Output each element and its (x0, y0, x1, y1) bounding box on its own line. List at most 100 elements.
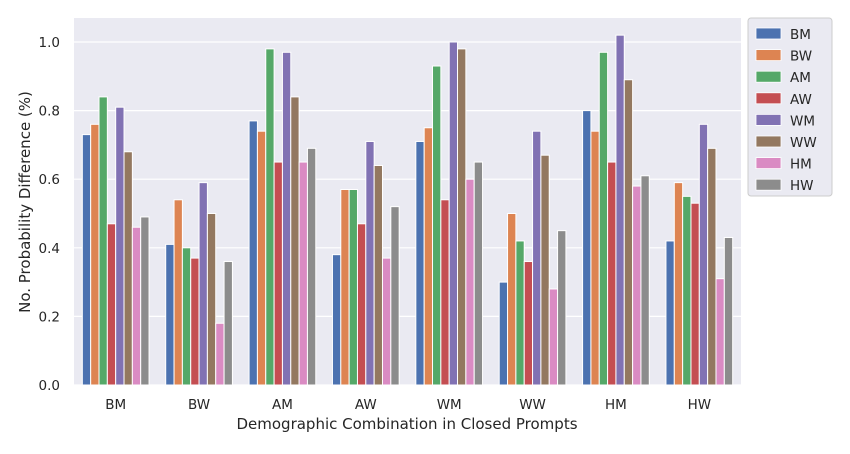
legend-swatch-hw (755, 178, 782, 191)
bar-hw-wm (698, 123, 709, 386)
bar-aw-bm (331, 254, 342, 386)
bar-am-hm (298, 161, 308, 386)
x-tick-label: HM (605, 397, 627, 413)
bar-bw-bm (165, 243, 175, 386)
bar-hw-bw (673, 182, 684, 386)
bar-am-bw (256, 130, 267, 386)
x-tick-label: WW (519, 397, 546, 413)
legend-swatch-ww (755, 135, 782, 148)
bar-bw-bw (173, 199, 183, 386)
bar-ww-am (515, 240, 525, 386)
bar-hw-am (682, 195, 692, 386)
bar-am-hw (306, 147, 317, 386)
y-tick-label: 0.6 (39, 172, 60, 188)
y-tick-labels: 0.0 0.2 0.4 0.6 0.8 1.0 (39, 35, 60, 394)
x-axis-label: Demographic Combination in Closed Prompt… (236, 415, 577, 433)
bar-aw-am (348, 188, 358, 386)
bar-wm-hm (465, 178, 475, 386)
bar-aw-ww (373, 164, 383, 386)
bar-wm-wm (448, 41, 459, 386)
legend-label: AW (790, 92, 812, 108)
bar-bw-wm (198, 182, 208, 386)
legend-label: BW (790, 49, 812, 65)
bar-bm-bm (81, 134, 92, 386)
y-tick-label: 0.2 (39, 309, 60, 325)
bar-aw-hw (390, 206, 400, 386)
bar-wm-aw (440, 199, 450, 386)
bar-am-wm (281, 51, 292, 386)
bar-hm-hm (632, 185, 642, 386)
bar-ww-aw (523, 261, 534, 386)
bar-bm-ww (123, 151, 133, 386)
bar-bm-wm (115, 106, 125, 386)
legend-label: HW (790, 178, 814, 194)
bar-am-aw (273, 161, 283, 386)
bar-wm-ww (457, 48, 467, 386)
bar-bm-am (98, 96, 108, 386)
x-tick-label: BW (188, 397, 210, 413)
x-tick-label: HW (688, 397, 712, 413)
bar-hw-hw (723, 237, 734, 386)
legend-label: HM (790, 157, 812, 173)
bar-bw-hm (215, 322, 225, 386)
bar-hw-aw (690, 202, 700, 386)
legend: BM BW AM AW WM WW HM HW (747, 17, 833, 197)
x-tick-label: WM (437, 397, 462, 413)
bar-hm-ww (623, 79, 634, 386)
y-tick-label: 0.8 (39, 104, 60, 120)
bar-wm-am (432, 65, 442, 386)
legend-box (747, 17, 833, 197)
bar-aw-wm (365, 140, 375, 386)
legend-swatch-wm (755, 114, 782, 126)
bar-am-bm (248, 120, 258, 386)
x-tick-label: AM (272, 397, 293, 413)
bar-bm-hw (140, 216, 150, 386)
legend-label: WW (790, 135, 817, 151)
bar-hm-am (598, 51, 609, 386)
y-axis-label: No. Probability Difference (%) (16, 91, 34, 313)
legend-label: BM (790, 27, 811, 43)
bar-bm-bw (90, 123, 100, 386)
legend-swatch-am (755, 70, 782, 83)
bar-wm-bw (423, 127, 434, 386)
bar-am-ww (290, 96, 300, 386)
x-tick-labels: BM BW AM AW WM WW HM HW (105, 397, 711, 413)
bar-hw-ww (707, 147, 717, 386)
bar-am-am (265, 48, 275, 386)
x-tick-label: BM (105, 397, 126, 413)
bar-bw-hw (223, 261, 233, 386)
bar-hm-bw (590, 130, 600, 386)
legend-swatch-hm (755, 157, 782, 170)
bar-bw-ww (206, 213, 217, 386)
bar-hm-bm (582, 110, 592, 386)
legend-swatch-bw (755, 49, 782, 61)
bar-ww-hm (548, 288, 559, 386)
bar-ww-wm (532, 130, 542, 386)
bar-ww-bw (507, 213, 517, 386)
bar-wm-bm (415, 140, 425, 386)
bar-bw-aw (190, 257, 200, 386)
legend-label: WM (790, 113, 815, 129)
y-tick-label: 0.4 (39, 241, 60, 257)
bar-aw-hm (381, 257, 392, 386)
y-tick-label: 0.0 (39, 378, 60, 394)
bar-aw-bw (340, 188, 350, 386)
bar-ww-ww (540, 154, 550, 386)
bar-wm-hw (473, 161, 484, 386)
legend-label: AM (790, 70, 811, 86)
bar-bm-hm (131, 226, 142, 386)
bar-ww-hw (557, 230, 567, 386)
bar-hw-hm (715, 278, 725, 386)
bar-hm-hw (640, 175, 650, 386)
x-tick-label: AW (355, 397, 377, 413)
legend-swatch-bm (755, 27, 782, 40)
legend-swatch-aw (755, 92, 782, 105)
bar-hw-bm (665, 240, 675, 386)
bar-bw-am (181, 247, 192, 386)
bar-hm-wm (615, 34, 625, 386)
bar-hm-aw (607, 161, 617, 386)
y-tick-label: 1.0 (39, 35, 60, 51)
bar-aw-aw (356, 223, 367, 386)
